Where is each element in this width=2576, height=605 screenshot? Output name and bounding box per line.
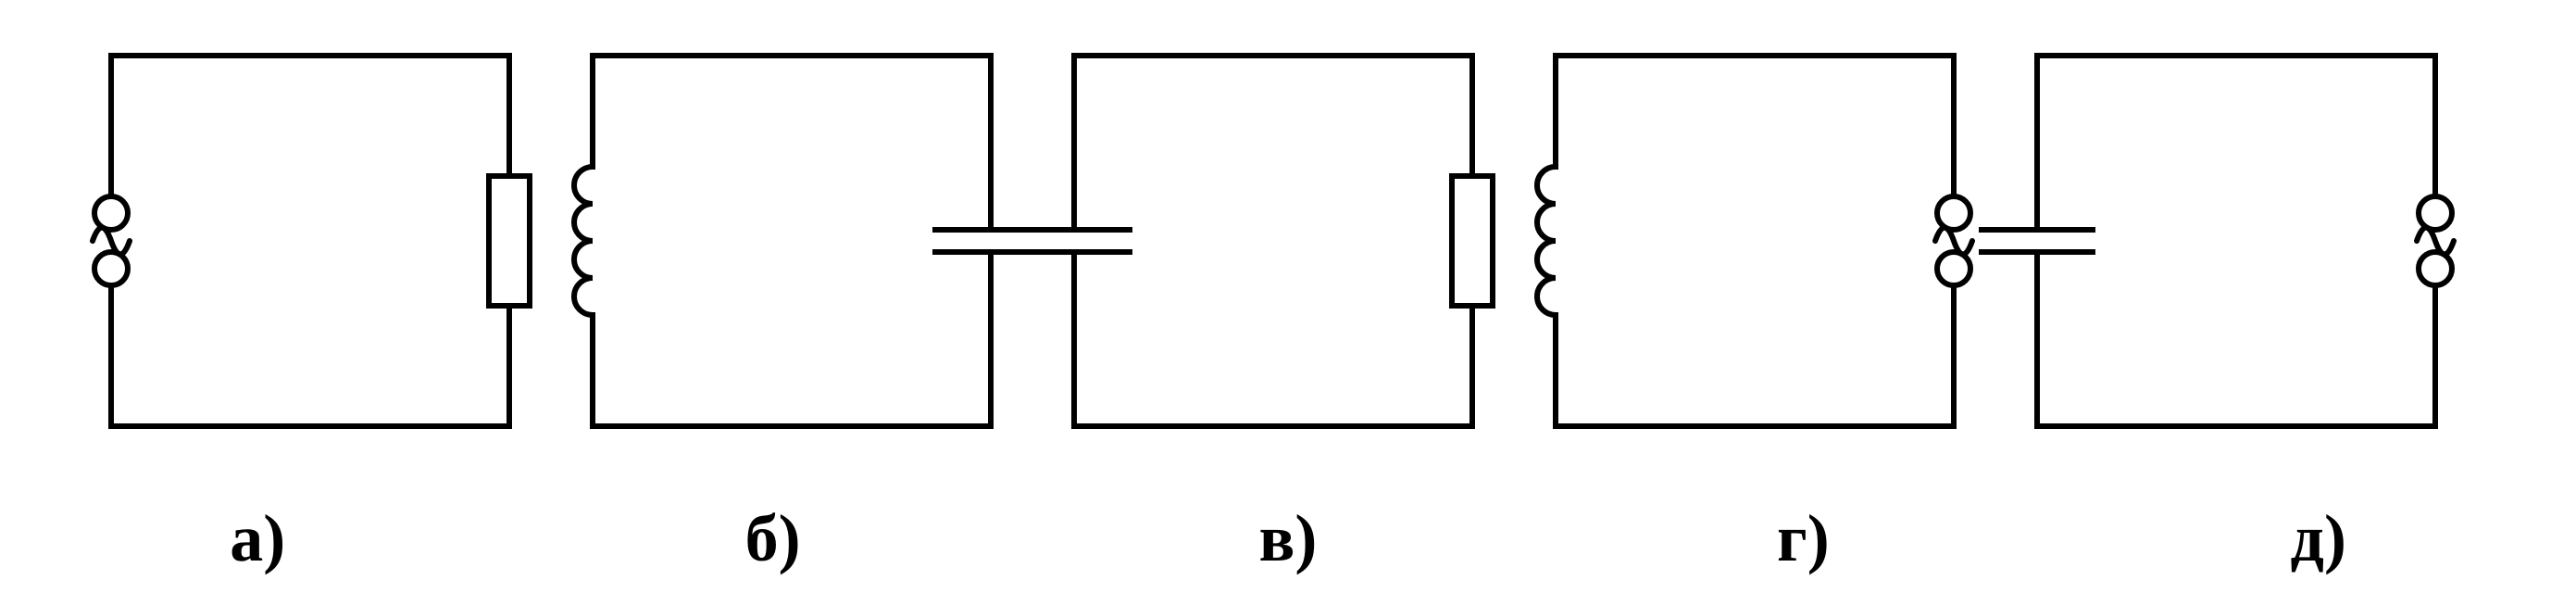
circuit-b bbox=[574, 56, 1046, 426]
label-a: а) bbox=[0, 500, 515, 577]
label-e: д) bbox=[2061, 500, 2576, 577]
diagram-wrap: а)б)в)г)д) bbox=[0, 0, 2576, 605]
label-c: в) bbox=[1031, 500, 1545, 577]
label-d: г) bbox=[1545, 500, 2060, 577]
circuit-d bbox=[1537, 56, 1972, 426]
circuit-a bbox=[93, 56, 530, 426]
circuit-svg bbox=[0, 0, 2576, 475]
circuit-e bbox=[1982, 56, 2454, 426]
labels-row: а)б)в)г)д) bbox=[0, 500, 2576, 577]
circuit-c bbox=[1019, 56, 1493, 426]
label-b: б) bbox=[515, 500, 1030, 577]
